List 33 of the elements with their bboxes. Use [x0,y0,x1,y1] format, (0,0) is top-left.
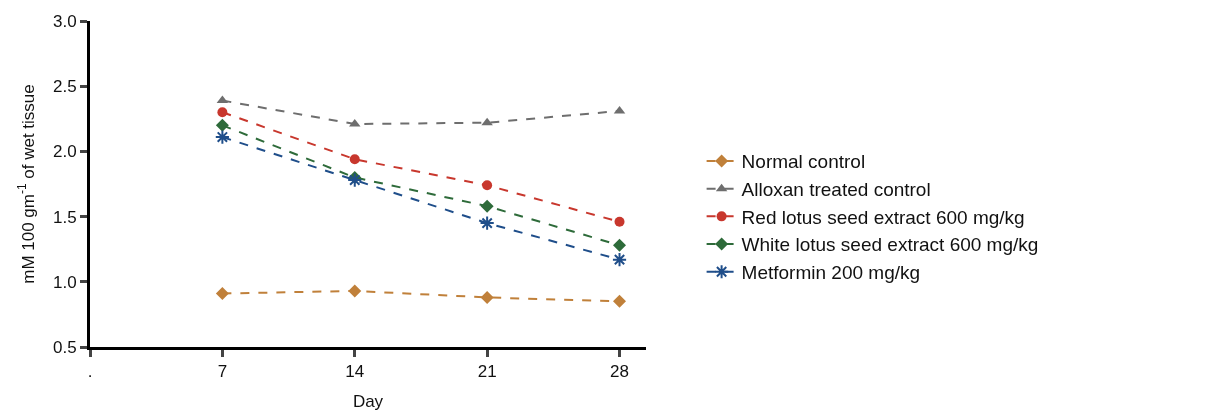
x-tick-label: 7 [217,362,228,382]
legend-label: White lotus seed extract 600 mg/kg [741,234,1039,256]
point [481,117,493,126]
x-tick-label: 14 [345,362,365,382]
x-axis-title: Day [352,391,384,411]
point [613,238,627,252]
point [480,290,494,304]
y-tick-label: 2.0 [52,142,77,162]
point [214,129,230,145]
y-tick-label: 3.0 [52,11,77,31]
y-tick-label: 1.5 [52,207,77,227]
point [215,118,229,132]
point [614,216,625,227]
y-tick-label: 1.0 [52,272,77,292]
y-tick-label: 0.5 [52,337,77,357]
x-tick-label: . [87,362,93,382]
x-tick-label: 21 [477,362,497,382]
point [482,180,493,191]
point [348,284,362,298]
point [217,107,228,118]
legend-label: Metformin 200 mg/kg [741,262,921,284]
legend-label: Normal control [741,151,866,173]
point [480,199,494,213]
point [347,172,363,188]
point [349,154,360,165]
legend-label: Red lotus seed extract 600 mg/kg [741,206,1025,228]
y-tick-label: 2.5 [52,77,77,97]
x-tick-label: 28 [610,362,629,382]
point [215,287,229,301]
point [611,252,628,268]
point [479,215,495,231]
legend-label: Alloxan treated control [741,179,931,201]
point [613,294,627,308]
